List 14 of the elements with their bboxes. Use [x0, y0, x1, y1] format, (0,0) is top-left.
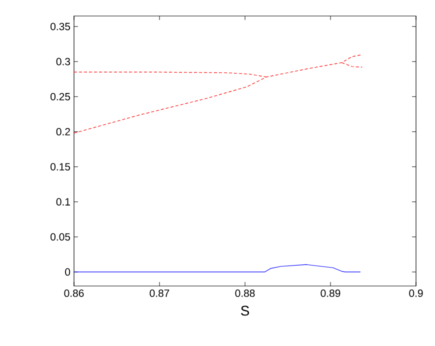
y-tick-label: 0.1 — [56, 198, 70, 206]
y-tick-label: 0.25 — [50, 92, 70, 100]
y-tick-label: 0.05 — [50, 233, 70, 241]
x-tick-label: 0.88 — [235, 290, 255, 297]
x-axis-title: S — [240, 306, 250, 316]
x-tick-label: 0.9 — [409, 290, 423, 297]
y-tick-label: 0.35 — [50, 22, 70, 30]
y-tick-label: 0.3 — [56, 58, 70, 66]
y-tick-label: 0.2 — [56, 128, 70, 136]
y-tick-label: 0.15 — [50, 163, 70, 170]
x-tick-label: 0.86 — [64, 290, 84, 297]
x-tick-label: 0.87 — [150, 290, 170, 297]
x-tick-label: 0.89 — [320, 290, 340, 297]
y-tick-label: 0 — [65, 268, 70, 276]
